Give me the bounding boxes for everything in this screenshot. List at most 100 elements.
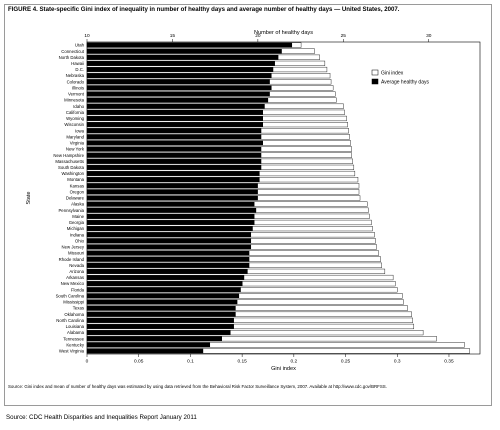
state-label: South Dakota xyxy=(58,165,85,170)
healthy-days-bar xyxy=(87,317,234,323)
state-label: Vermont xyxy=(68,92,85,97)
state-label: D.C. xyxy=(75,67,84,72)
healthy-days-bar xyxy=(87,67,274,72)
healthy-days-bar xyxy=(87,287,241,293)
healthy-days-bar xyxy=(87,97,269,103)
healthy-days-bar xyxy=(87,158,262,164)
state-label: Illinois xyxy=(72,85,84,90)
legend-swatch xyxy=(371,78,379,85)
healthy-days-bar xyxy=(87,311,236,317)
healthy-days-bar xyxy=(87,299,238,305)
healthy-days-bar xyxy=(87,128,262,134)
healthy-days-bar xyxy=(87,262,250,268)
top-axis-tick-label: 15 xyxy=(170,33,176,39)
healthy-days-bar xyxy=(87,269,248,274)
state-label: South Carolina xyxy=(56,293,85,298)
state-label: Massachusetts xyxy=(55,159,84,164)
state-label: Idaho xyxy=(73,104,84,109)
state-label: Maryland xyxy=(66,134,84,139)
bottom-axis-tick-label: 0.25 xyxy=(341,359,351,365)
state-label: New Hampshire xyxy=(53,153,84,158)
healthy-days-bar xyxy=(87,238,252,244)
bottom-axis-tick-label: 0.3 xyxy=(394,359,401,365)
healthy-days-bar xyxy=(87,48,282,54)
legend-label: Gini index xyxy=(381,71,404,77)
figure-footnote: Source: Gini index and mean of number of… xyxy=(8,384,387,389)
bottom-axis-tick-label: 0.05 xyxy=(134,359,144,365)
healthy-days-bar xyxy=(87,207,257,213)
state-label: New Mexico xyxy=(61,281,85,286)
healthy-days-bar xyxy=(87,201,255,207)
state-label: Iowa xyxy=(75,128,85,133)
legend-swatch xyxy=(371,69,379,76)
healthy-days-bar xyxy=(87,165,262,170)
healthy-days-bar xyxy=(87,116,263,121)
healthy-days-bar xyxy=(87,177,260,183)
healthy-days-bar xyxy=(87,91,270,97)
healthy-days-bar xyxy=(87,324,234,329)
state-label: Oregon xyxy=(70,189,85,194)
healthy-days-bar xyxy=(87,226,253,231)
bottom-axis-tick-label: 0.1 xyxy=(187,359,194,365)
state-label: Maine xyxy=(72,214,84,219)
top-axis-label: Number of healthy days xyxy=(254,30,313,36)
bottom-axis-tick-label: 0.35 xyxy=(444,359,454,365)
healthy-days-bar xyxy=(87,281,243,287)
state-label: Missouri xyxy=(68,251,84,256)
state-label: Michigan xyxy=(67,226,85,231)
state-label: Arizona xyxy=(69,269,84,274)
state-label: Wyoming xyxy=(66,116,84,121)
state-label: Montana xyxy=(67,177,84,182)
healthy-days-bar xyxy=(87,189,258,195)
state-label: Mississippi xyxy=(63,300,84,305)
state-label: Nevada xyxy=(69,263,84,268)
state-label: Connecticut xyxy=(61,49,84,54)
state-label: Florida xyxy=(71,287,85,292)
state-label: North Dakota xyxy=(59,55,85,60)
healthy-days-bar xyxy=(87,293,240,299)
top-axis-tick-label: 25 xyxy=(341,33,347,39)
state-label: Kentucky xyxy=(66,342,85,347)
healthy-days-bar xyxy=(87,42,293,48)
state-label: West Virginia xyxy=(59,349,85,354)
healthy-days-bar xyxy=(87,140,263,146)
state-label: California xyxy=(66,110,85,115)
healthy-days-bar xyxy=(87,244,252,250)
state-label: Georgia xyxy=(69,220,85,225)
state-label: North Carolina xyxy=(56,318,84,323)
healthy-days-bar xyxy=(87,134,262,140)
page-source: Source: CDC Health Disparities and Inequ… xyxy=(6,414,197,421)
state-label: Pennsylvania xyxy=(58,208,84,213)
healthy-days-bar xyxy=(87,85,272,91)
state-label: Oklahoma xyxy=(64,312,84,317)
state-label: Rhode Island xyxy=(59,257,85,262)
top-axis-tick-label: 30 xyxy=(426,33,432,39)
healthy-days-bar xyxy=(87,152,262,158)
state-label: Arkansas xyxy=(66,275,84,280)
state-label: Wisconsin xyxy=(64,122,84,127)
top-axis-tick-label: 10 xyxy=(84,33,90,39)
healthy-days-bar xyxy=(87,275,245,280)
healthy-days-bar xyxy=(87,250,250,256)
state-label: Louisiana xyxy=(66,324,85,329)
y-axis-label: State xyxy=(26,191,32,204)
state-label: Virginia xyxy=(70,141,85,146)
healthy-days-bar xyxy=(87,73,272,79)
legend-label: Average healthy days xyxy=(381,80,429,86)
healthy-days-bar xyxy=(87,330,231,335)
healthy-days-bar xyxy=(87,213,255,219)
healthy-days-bar xyxy=(87,195,258,201)
state-label: New Jersey xyxy=(62,245,85,250)
healthy-days-bar xyxy=(87,171,260,176)
state-label: Delaware xyxy=(66,196,85,201)
bottom-axis-label: Gini index xyxy=(271,366,296,372)
state-label: Minnesota xyxy=(64,98,84,103)
state-label: Indiana xyxy=(70,232,85,237)
healthy-days-bar xyxy=(87,122,263,127)
figure-title: FIGURE 4. State-specific Gini index of i… xyxy=(8,6,400,13)
state-label: Alaska xyxy=(71,202,85,207)
bottom-axis-tick-label: 0.2 xyxy=(291,359,298,365)
healthy-days-bar xyxy=(87,305,236,311)
state-label: Nebraska xyxy=(66,73,85,78)
